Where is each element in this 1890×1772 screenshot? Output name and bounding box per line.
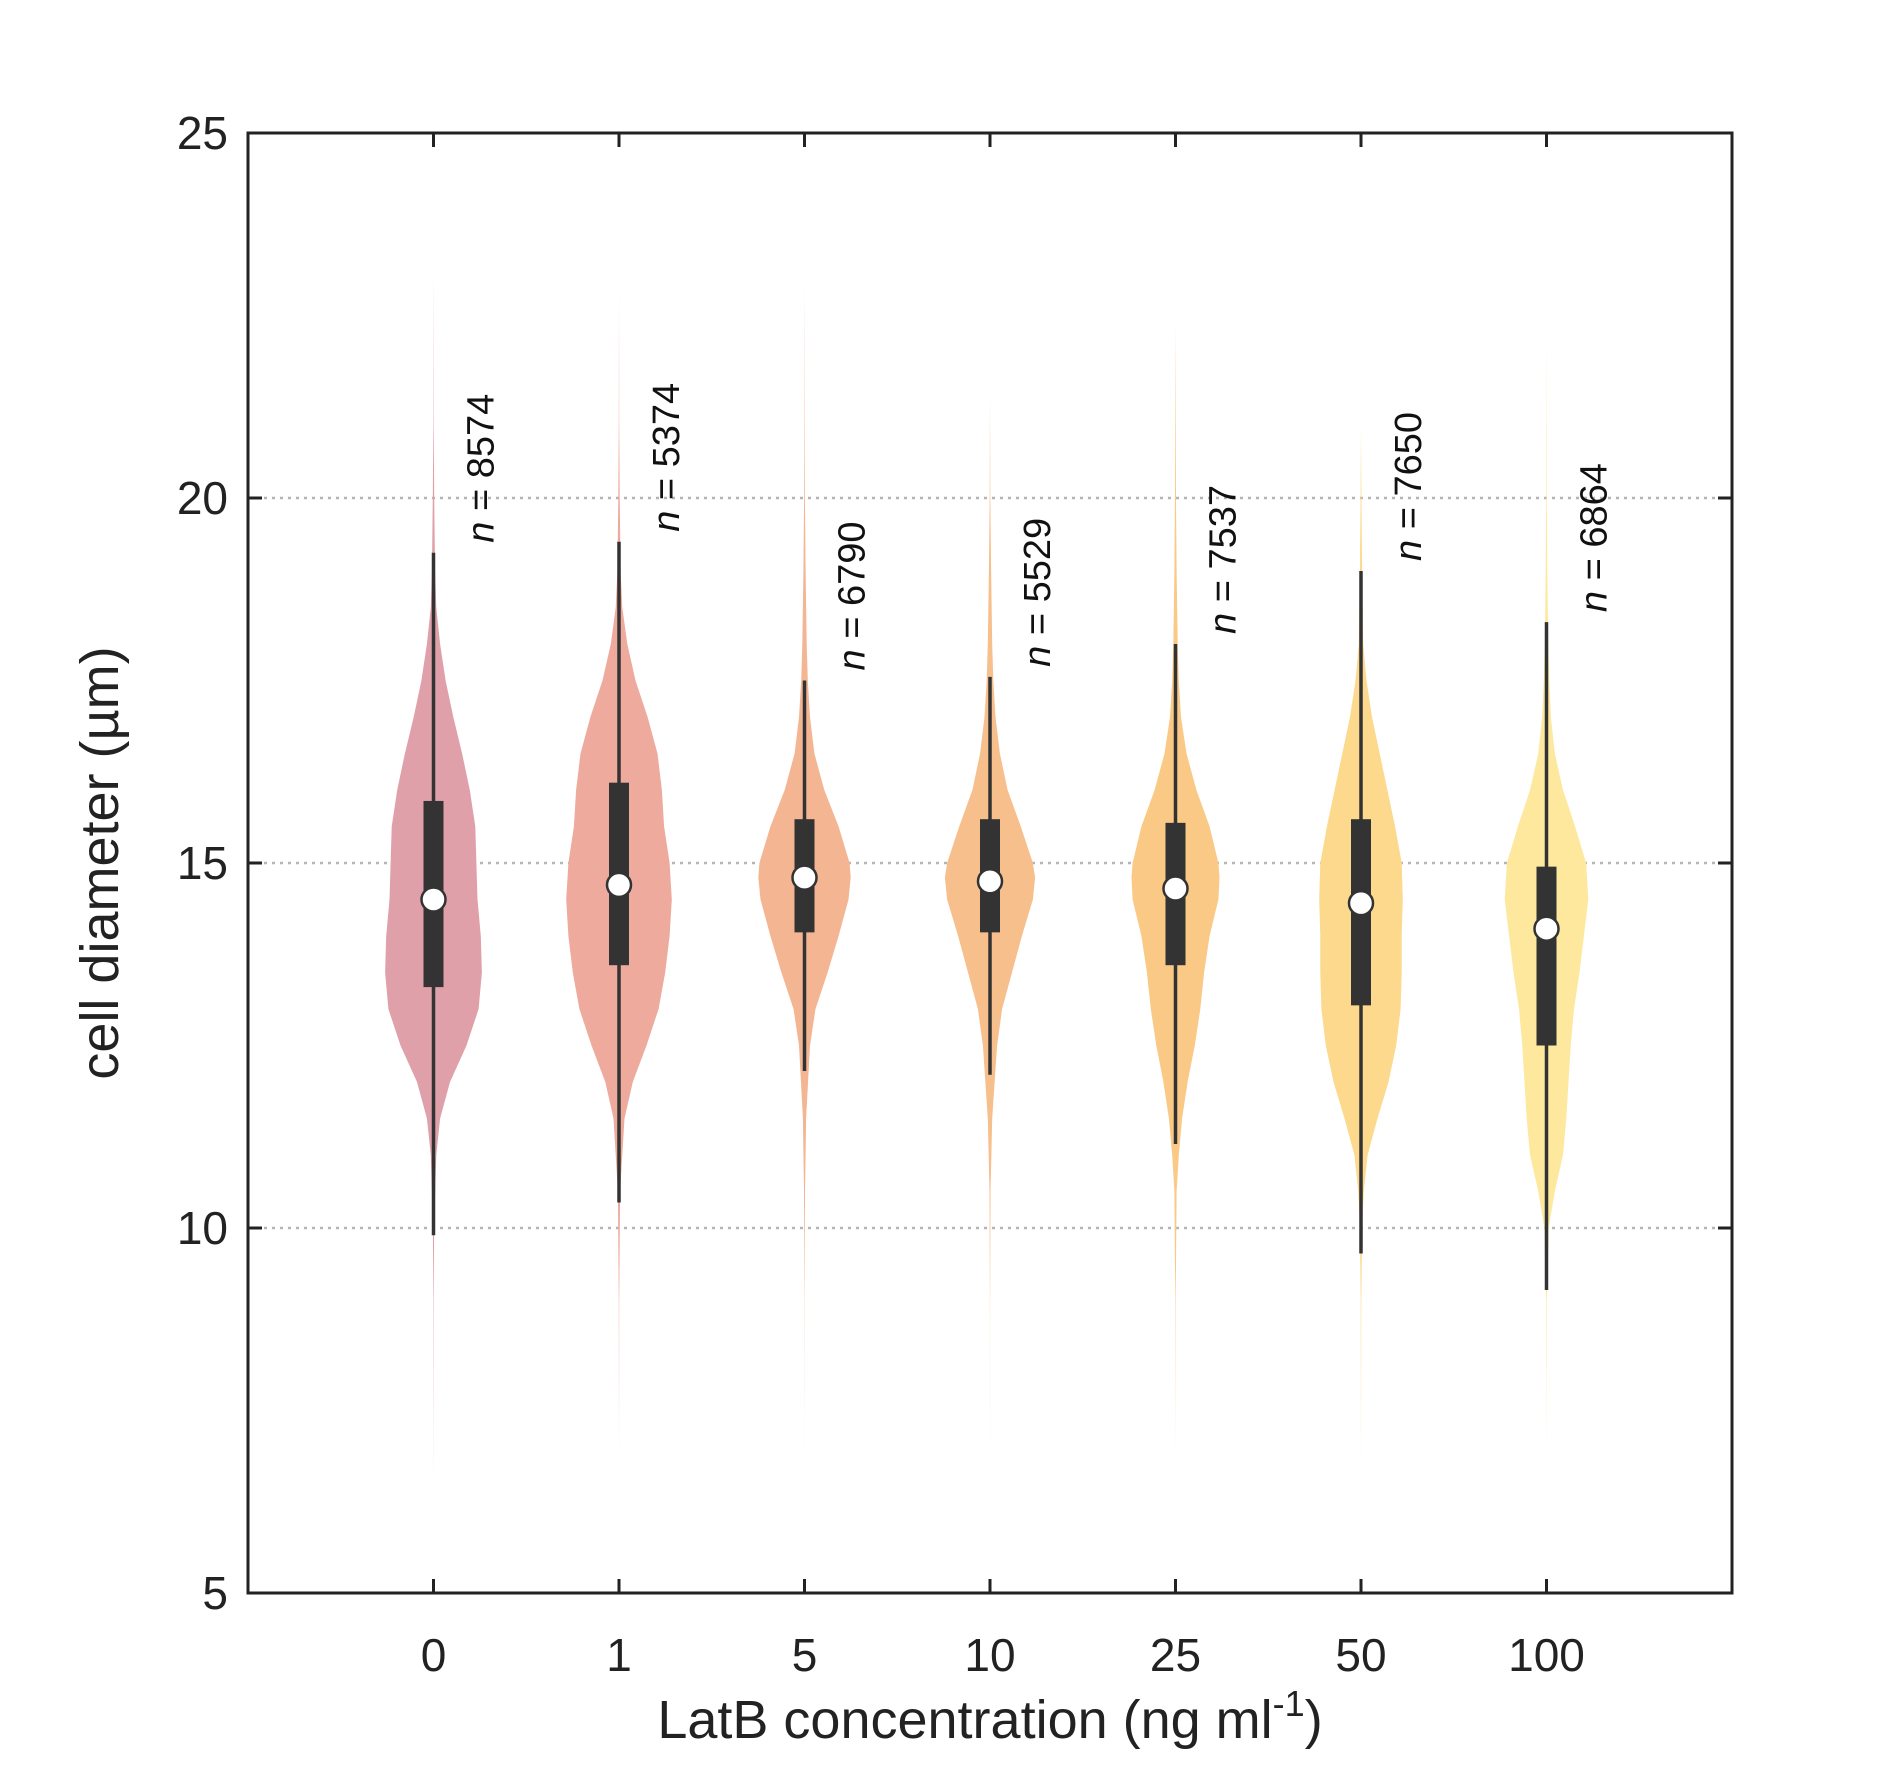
n-symbol: n [1388, 540, 1430, 561]
n-label-25: n = 7537 [1203, 485, 1245, 634]
n-label-5: n = 6790 [832, 522, 874, 671]
x-axis-label: LatB concentration (ng ml-1) [657, 1683, 1322, 1750]
iqr-box-100 [1536, 866, 1557, 1046]
n-value: = 7650 [1388, 412, 1430, 540]
box-plots [420, 541, 1560, 1291]
x-tick-label-5: 5 [792, 1629, 818, 1681]
n-symbol: n [1574, 591, 1616, 612]
n-value: = 7537 [1203, 485, 1245, 613]
x-tick-label-25: 25 [1150, 1629, 1201, 1681]
n-label-1: n = 5374 [646, 383, 688, 532]
y-tick-label-15: 15 [177, 837, 228, 889]
n-symbol: n [1203, 613, 1245, 634]
median-marker-25 [1162, 875, 1189, 902]
n-label-10: n = 5529 [1017, 518, 1059, 667]
y-tick-label-25: 25 [177, 107, 228, 159]
median-marker-0 [420, 886, 447, 913]
median-marker-1 [605, 871, 633, 899]
n-label-50: n = 7650 [1388, 412, 1430, 561]
x-tick-label-10: 10 [964, 1629, 1015, 1681]
n-label-100: n = 6864 [1574, 463, 1616, 612]
n-symbol: n [1017, 646, 1059, 667]
n-value: = 5529 [1017, 518, 1059, 646]
x-tick-label-1: 1 [606, 1629, 632, 1681]
x-tick-label-100: 100 [1508, 1629, 1585, 1681]
median-marker-10 [976, 868, 1004, 895]
n-symbol: n [461, 522, 503, 543]
n-symbol: n [832, 649, 874, 670]
x-tick-label-0: 0 [421, 1629, 447, 1681]
y-tick-label-20: 20 [177, 472, 228, 524]
median-marker-5 [791, 864, 818, 891]
n-label-0: n = 8574 [461, 394, 503, 543]
n-value: = 5374 [646, 383, 688, 511]
n-value: = 6864 [1574, 463, 1616, 591]
n-value: = 8574 [461, 394, 503, 522]
x-tick-label-50: 50 [1335, 1629, 1386, 1681]
y-tick-label-10: 10 [177, 1202, 228, 1254]
median-marker-100 [1533, 915, 1560, 942]
n-value: = 6790 [832, 522, 874, 650]
median-marker-50 [1347, 889, 1375, 917]
y-axis-label: cell diameter (µm) [70, 646, 130, 1079]
n-symbol: n [646, 511, 688, 532]
axis-ticks [248, 131, 1732, 1595]
y-tick-label-5: 5 [202, 1567, 228, 1619]
